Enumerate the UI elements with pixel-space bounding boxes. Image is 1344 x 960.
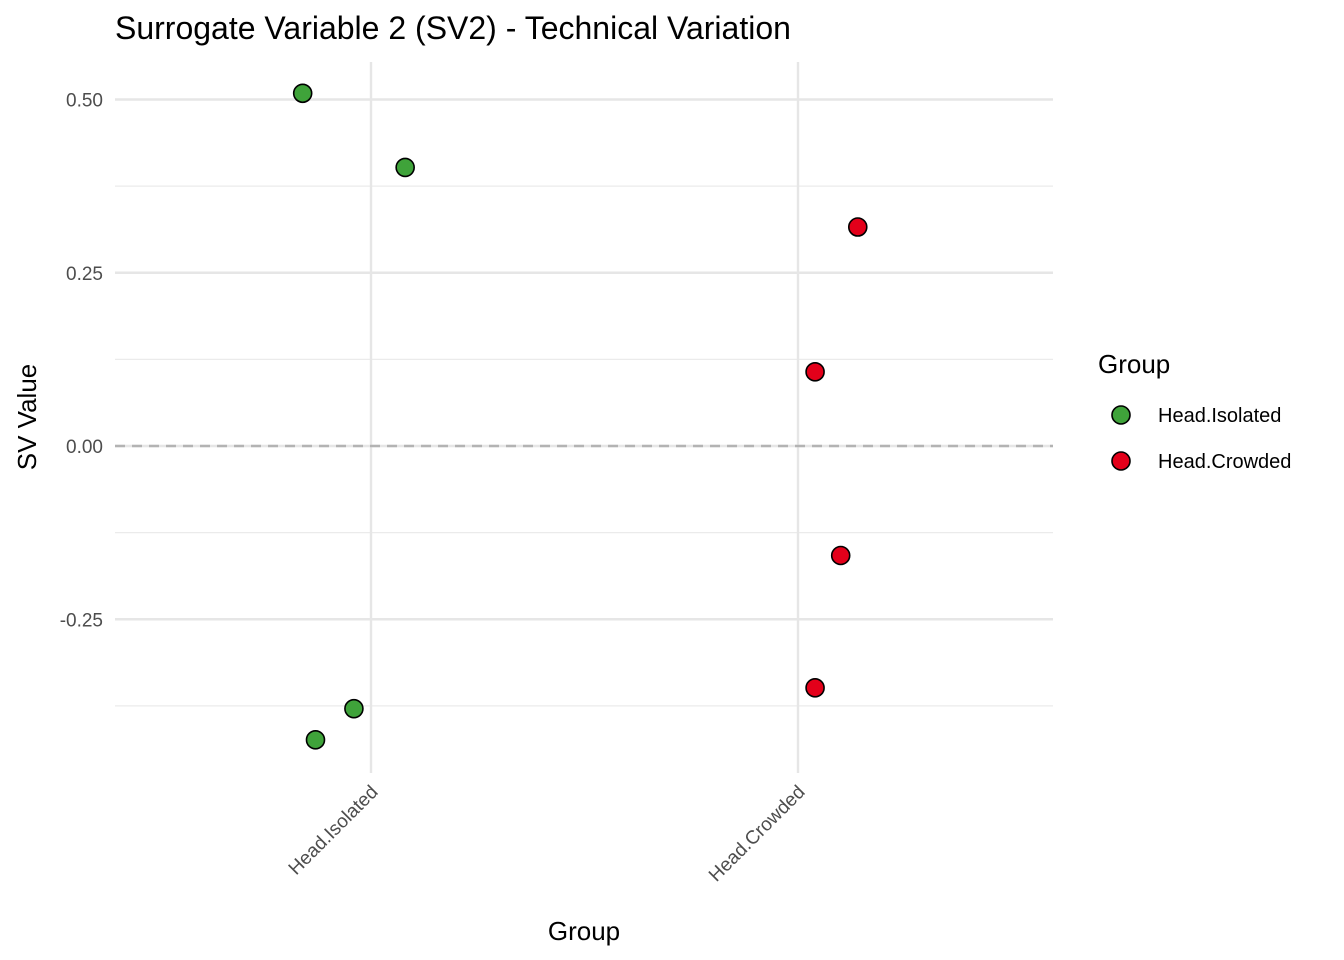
legend-title: Group (1098, 349, 1170, 379)
plot-points (292, 83, 868, 750)
y-axis-ticks: 0.50 0.25 0.00 -0.25 (60, 91, 103, 632)
y-axis-title: SV Value (12, 364, 42, 470)
x-axis-ticks: Head.Isolated Head.Crowded (285, 782, 810, 886)
legend-key (1111, 451, 1131, 471)
legend-key (1111, 405, 1131, 425)
legend-label: Head.Crowded (1158, 451, 1291, 473)
data-point (847, 217, 868, 237)
y-tick-label: 0.25 (66, 264, 103, 285)
legend: Group Head.Isolated Head.Crowded (1098, 349, 1291, 473)
data-point (292, 83, 313, 104)
data-point (830, 545, 851, 566)
chart-title: Surrogate Variable 2 (SV2) - Technical V… (115, 10, 791, 46)
data-point (395, 157, 415, 178)
x-tick-label: Head.Crowded (705, 782, 809, 886)
plot-grid (115, 62, 1053, 773)
data-point (305, 730, 326, 750)
y-tick-label: 0.50 (66, 91, 103, 112)
y-tick-label: 0.00 (66, 437, 103, 458)
x-tick-label: Head.Isolated (285, 782, 383, 880)
data-point (805, 678, 825, 698)
data-point (805, 362, 825, 382)
legend-label: Head.Isolated (1158, 405, 1281, 427)
y-tick-label: -0.25 (60, 610, 103, 631)
data-point (344, 698, 364, 719)
x-axis-title: Group (548, 916, 620, 946)
